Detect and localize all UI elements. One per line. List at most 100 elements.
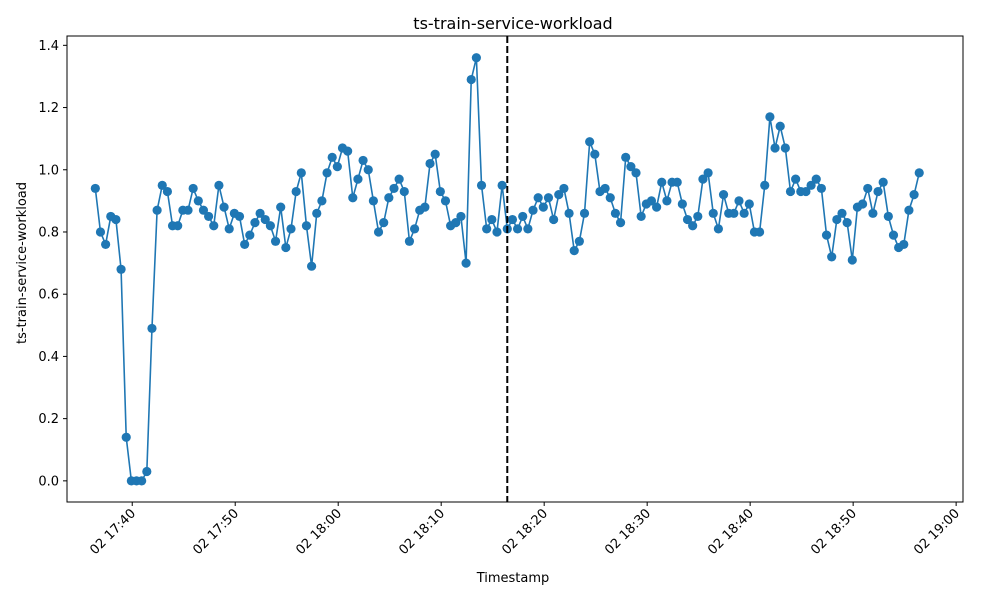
data-point (224, 224, 234, 234)
data-point (847, 255, 857, 265)
data-point (157, 180, 167, 190)
data-point (389, 183, 399, 194)
data-point (708, 208, 718, 218)
data-point (373, 227, 384, 237)
data-point (147, 323, 157, 334)
y-axis-title: ts-train-service-workload (15, 182, 30, 344)
data-point (729, 208, 739, 218)
data-point (904, 205, 914, 215)
data-point (914, 168, 924, 178)
data-point (348, 193, 358, 203)
data-point (791, 174, 801, 184)
data-point (883, 211, 893, 222)
y-tick-label: 0.0 (38, 474, 59, 489)
data-point (307, 261, 317, 271)
data-point (533, 193, 543, 203)
data-point (775, 121, 785, 131)
data-point (440, 196, 451, 206)
data-point (487, 214, 497, 225)
data-point (888, 230, 899, 240)
data-point (234, 211, 245, 222)
data-point (765, 112, 775, 122)
plot-area (90, 36, 924, 502)
data-point (476, 180, 487, 190)
data-point (626, 162, 636, 172)
data-point (116, 264, 126, 274)
data-point (111, 214, 121, 225)
data-point (744, 199, 754, 209)
data-point (317, 196, 327, 206)
data-point (780, 143, 790, 153)
data-point (549, 214, 559, 225)
data-point (811, 174, 821, 184)
data-point (816, 183, 826, 194)
data-point (713, 224, 724, 234)
data-point (260, 214, 270, 225)
data-point (857, 199, 868, 209)
data-point (873, 186, 883, 197)
data-point (198, 205, 209, 215)
data-point (214, 180, 224, 190)
data-point (291, 186, 301, 197)
chart-title: ts-train-service-workload (413, 14, 612, 33)
data-point (621, 152, 631, 162)
data-point (657, 177, 667, 187)
data-point (590, 149, 600, 159)
data-point (837, 208, 847, 218)
data-point (296, 168, 306, 178)
data-point (343, 146, 353, 156)
y-tick-label: 1.0 (38, 163, 59, 178)
data-point (585, 137, 595, 147)
data-point (698, 174, 708, 184)
data-point (379, 218, 389, 228)
data-point (610, 208, 621, 218)
data-point (538, 202, 548, 212)
data-point (703, 168, 713, 178)
data-point (461, 258, 471, 268)
data-point (832, 214, 842, 225)
y-tick-label: 0.6 (38, 288, 59, 303)
data-point (827, 252, 837, 262)
data-point (162, 186, 173, 197)
data-point (507, 214, 518, 225)
data-point (245, 230, 255, 240)
data-point (615, 218, 626, 228)
y-tick-label: 1.4 (38, 39, 59, 54)
data-point (240, 239, 250, 250)
data-point (281, 242, 291, 253)
data-point (755, 227, 765, 237)
data-point (770, 143, 780, 153)
axes-frame (66, 35, 964, 503)
data-point (785, 186, 796, 197)
data-point (90, 183, 100, 194)
data-point (420, 202, 430, 212)
data-point (121, 432, 131, 442)
data-point (430, 149, 440, 159)
data-point (579, 208, 590, 218)
data-point (821, 230, 832, 240)
data-point (270, 236, 281, 246)
data-point (332, 162, 342, 172)
data-point (204, 211, 214, 222)
data-point (574, 236, 584, 246)
data-point (322, 168, 332, 178)
data-point (646, 196, 657, 206)
data-point (435, 186, 445, 197)
data-point (137, 476, 147, 486)
data-point (183, 205, 193, 215)
data-point (276, 202, 286, 212)
data-point (152, 205, 162, 215)
data-point (652, 202, 662, 212)
data-point (394, 174, 404, 184)
data-point (662, 196, 672, 206)
y-tick-label: 0.2 (38, 412, 59, 427)
data-point (605, 193, 615, 203)
data-point (368, 196, 378, 206)
data-point (456, 211, 466, 222)
data-point (409, 224, 420, 234)
data-point (842, 218, 852, 228)
data-point (554, 190, 564, 200)
x-axis-title: Timestamp (476, 571, 550, 586)
data-point (497, 180, 507, 190)
